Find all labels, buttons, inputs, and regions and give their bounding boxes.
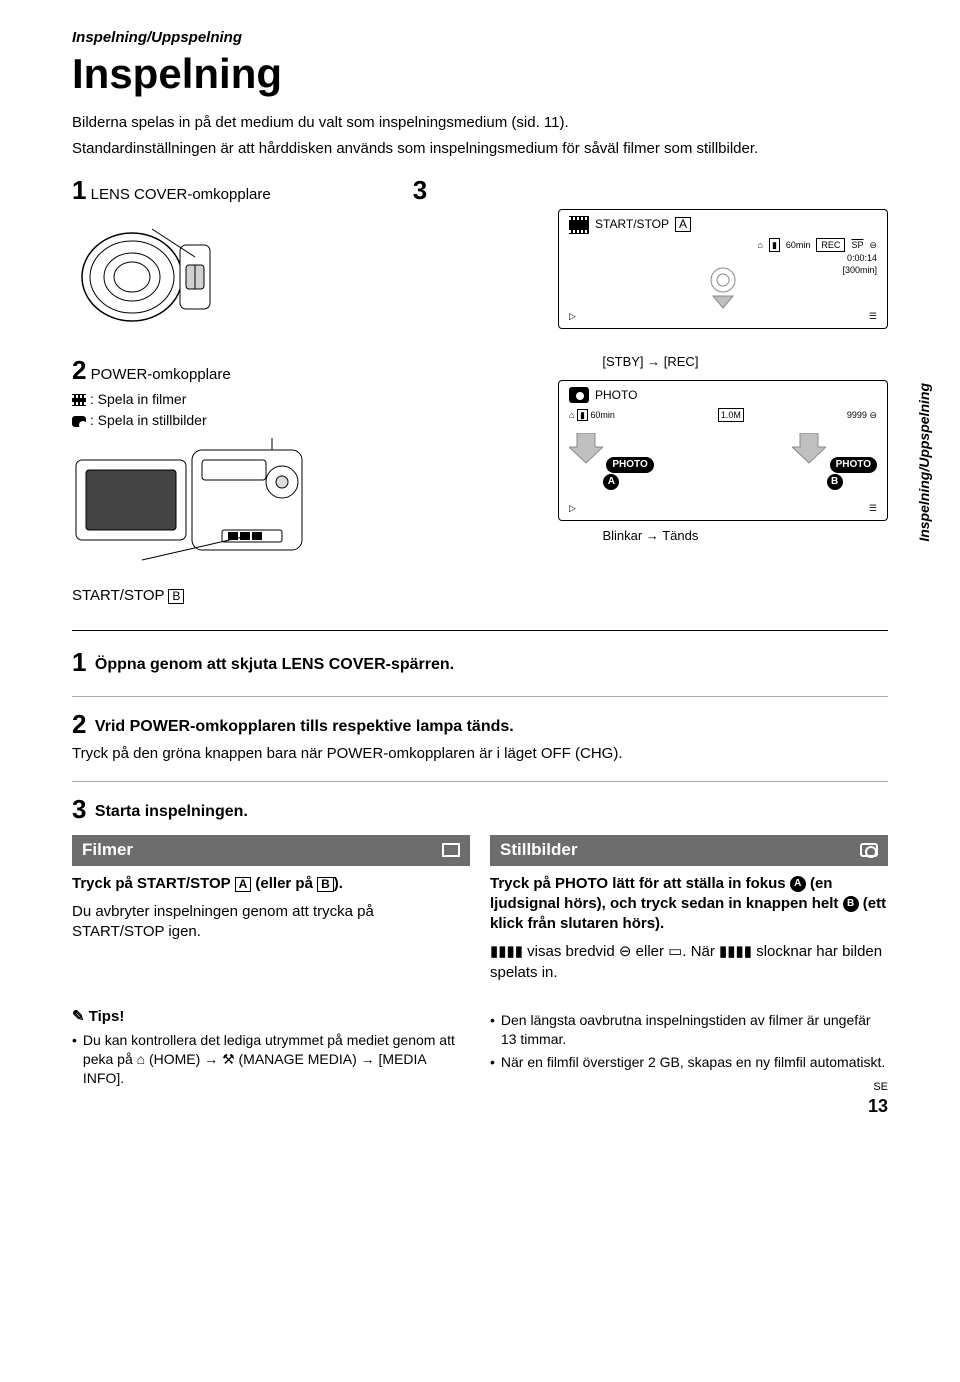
breadcrumb: Inspelning/Uppspelning — [72, 28, 888, 48]
step-2-number: 2 — [72, 353, 86, 388]
inst-step-2-text: Vrid POWER-omkopplaren tills respektive … — [95, 718, 514, 735]
stillbilder-circ-a: A — [790, 876, 806, 892]
bullet-dot: • — [490, 1011, 495, 1049]
bullet-dot: • — [490, 1053, 495, 1072]
power-label-1: POWER-omkopplare — [91, 366, 231, 383]
page-footer: SE 13 — [490, 1080, 888, 1119]
play-mini-icon-2: ▷ — [569, 502, 576, 514]
stillbilder-header-icon — [860, 843, 878, 857]
camcorder-illustration — [72, 430, 332, 580]
options-mini-icon: ☰ — [869, 310, 877, 322]
intro-text-2: Standardinställningen är att hårddisken … — [72, 139, 888, 159]
rec-indicator: REC — [816, 238, 845, 252]
bullet-dot: • — [72, 1031, 77, 1088]
filmer-a-box: A — [235, 877, 252, 892]
battery-icon: ▮ — [769, 238, 780, 252]
options-mini-icon-2: ☰ — [869, 502, 877, 514]
letter-b-box: B — [168, 589, 184, 604]
stillbilder-p2-mid: eller — [631, 943, 668, 960]
startstop-b-label: START/STOP — [72, 587, 164, 604]
intro-text-1: Bilderna spelas in på det medium du valt… — [72, 113, 888, 133]
photo-button-b[interactable]: PHOTO — [830, 457, 877, 473]
filmer-p2: Du avbryter inspelningen genom att tryck… — [72, 902, 470, 943]
tip-1: • Du kan kontrollera det lediga utrymmet… — [72, 1031, 470, 1088]
page-lang: SE — [873, 1081, 888, 1093]
play-mini-icon: ▷ — [569, 310, 576, 322]
page-number: 13 — [868, 1096, 888, 1116]
filmer-header: Filmer — [72, 835, 470, 866]
tip-3-text: När en filmfil överstiger 2 GB, skapas e… — [501, 1053, 885, 1072]
full-press-arrow — [792, 433, 826, 467]
photo-count: 9999 — [847, 410, 867, 420]
filmer-p1-pre: Tryck på START/STOP — [72, 875, 235, 892]
filmer-p1-mid: (eller på — [251, 875, 317, 892]
tips-label: Tips! — [89, 1008, 125, 1025]
startstop-movie-label: START/STOP — [595, 216, 669, 232]
filmer-p1: Tryck på START/STOP A (eller på B). — [72, 874, 470, 894]
still-mode-icon — [72, 416, 86, 427]
stillbilder-p2-pre: ▮▮▮▮ visas bredvid — [490, 943, 619, 960]
photo-screen-frame: PHOTO ⌂ ▮ 60min 1.0M 9999 ⊖ PHOTO A PHOT… — [558, 380, 888, 520]
stillbilder-p2: ▮▮▮▮ visas bredvid ⊖ eller ▭. När ▮▮▮▮ s… — [490, 942, 888, 983]
filmer-header-icon — [442, 843, 460, 857]
tip-3: • När en filmfil överstiger 2 GB, skapas… — [490, 1053, 888, 1072]
blinkar-line: Blinkar → Tänds — [413, 527, 888, 545]
inst-step-2-num: 2 — [72, 707, 86, 742]
power-still-text: : Spela in stillbilder — [90, 412, 207, 428]
separator-1 — [72, 630, 888, 631]
tips-icon: ✎ — [72, 1008, 85, 1025]
home-mini-icon: ⌂ — [758, 239, 763, 251]
filmer-p1-post: ). — [334, 875, 343, 892]
battery-icon-2: ▮ — [577, 409, 588, 421]
disc-icon: ⊖ — [869, 239, 877, 251]
tip-1-text: Du kan kontrollera det lediga utrymmet p… — [83, 1031, 470, 1088]
disc-icon-2: ⊖ — [869, 410, 877, 420]
inst-step-3-text: Starta inspelningen. — [95, 803, 248, 820]
card-icon: ▭ — [668, 943, 682, 960]
home-mini-icon-2: ⌂ — [569, 410, 574, 420]
side-tab-label: Inspelning/Uppspelning — [915, 383, 934, 542]
separator-3 — [72, 781, 888, 782]
stillbilder-p1: Tryck på PHOTO lätt för att ställa in fo… — [490, 874, 888, 935]
tip-2-text: Den längsta oavbrutna inspelningstiden a… — [501, 1011, 888, 1049]
stby-rec-line: [STBY] → [REC] — [413, 353, 888, 371]
photo-size: 1.0M — [718, 408, 744, 422]
inst-step-1-text: Öppna genom att skjuta LENS COVER-spärre… — [95, 656, 454, 673]
separator-2 — [72, 696, 888, 697]
filmer-header-text: Filmer — [82, 839, 133, 862]
inst-step-1-num: 1 — [72, 645, 86, 680]
step-1-number: 1 — [72, 173, 86, 208]
film-mode-icon — [72, 394, 86, 406]
movie-timer: 0:00:14 — [847, 252, 877, 264]
disc-icon-3: ⊖ — [619, 943, 632, 960]
power-film-text: : Spela in filmer — [90, 391, 186, 407]
thumb-press-arrow — [693, 266, 753, 316]
sp-label: SP — [851, 239, 863, 251]
stillbilder-header-text: Stillbilder — [500, 839, 577, 862]
stillbilder-p1-pre: Tryck på PHOTO lätt för att ställa in fo… — [490, 875, 790, 892]
photo-batt-time: 60min — [590, 410, 615, 420]
photo-button-a[interactable]: PHOTO — [606, 457, 653, 473]
photo-label: PHOTO — [595, 387, 637, 403]
half-press-arrow — [569, 433, 603, 467]
step-3-number: 3 — [413, 173, 427, 208]
movie-screen-frame: START/STOP A ⌂ ▮ 60min REC SP ⊖ 0:00:14 … — [558, 209, 888, 330]
lens-cover-label: LENS COVER-omkopplare — [91, 186, 271, 203]
inst-step-2-sub: Tryck på den gröna knappen bara när POWE… — [72, 744, 888, 764]
tip-2: • Den längsta oavbrutna inspelningstiden… — [490, 1011, 888, 1049]
page-title: Inspelning — [72, 46, 888, 103]
stillbilder-header: Stillbilder — [490, 835, 888, 866]
tips-header: ✎ Tips! — [72, 1007, 470, 1027]
filmer-b-box: B — [317, 877, 334, 892]
stillbilder-circ-b: B — [843, 896, 859, 912]
movie-remain: [300min] — [842, 264, 877, 276]
inst-step-3-num: 3 — [72, 792, 86, 827]
camera-icon — [569, 387, 589, 403]
movie-batt-time: 60min — [786, 239, 811, 251]
circle-b: B — [827, 474, 843, 490]
circle-a: A — [603, 474, 619, 490]
letter-a-box: A — [675, 217, 691, 232]
filmstrip-icon — [569, 216, 589, 234]
lens-cover-illustration — [72, 217, 272, 327]
